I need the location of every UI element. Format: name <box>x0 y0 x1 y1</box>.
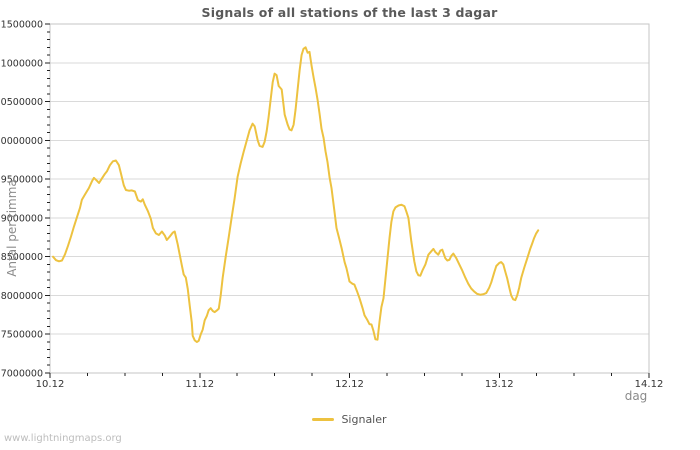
y-tick-label: 8000000 <box>1 291 43 302</box>
y-tick-label: 11000000 <box>0 58 43 69</box>
chart-title: Signals of all stations of the last 3 da… <box>201 5 498 20</box>
x-tick-label: 10.12 <box>36 379 65 390</box>
y-tick-label: 9500000 <box>1 175 43 186</box>
y-axis-title: Antal per timma <box>5 179 19 277</box>
y-tick-labels: 7000000 7500000 8000000 8500000 9000000 95000… <box>0 20 43 380</box>
watermark: www.lightningmaps.org <box>4 433 122 444</box>
legend-label: Signaler <box>341 413 387 426</box>
legend: Signaler <box>50 412 649 427</box>
y-tick-label: 10000000 <box>0 136 43 147</box>
axis-ticks <box>45 23 650 378</box>
x-tick-label: 13.12 <box>485 379 514 390</box>
y-tick-label: 9000000 <box>1 213 43 224</box>
y-tick-label: 7500000 <box>1 330 43 341</box>
x-tick-label: 14.12 <box>635 379 664 390</box>
plot-frame <box>49 23 650 374</box>
x-axis-title: dag <box>624 389 648 403</box>
x-tick-label: 12.12 <box>335 379 364 390</box>
series-line-signaler <box>52 46 540 343</box>
x-tick-label: 11.12 <box>185 379 214 390</box>
y-tick-label: 8500000 <box>1 252 43 263</box>
y-tick-label: 11500000 <box>0 20 43 31</box>
y-tick-label: 10500000 <box>0 97 43 108</box>
series-line-swatch-icon <box>312 418 335 421</box>
gridlines <box>50 23 649 335</box>
y-tick-label: 7000000 <box>1 369 43 380</box>
x-tick-labels: 10.12 11.12 12.12 13.12 14.12 <box>36 379 664 390</box>
